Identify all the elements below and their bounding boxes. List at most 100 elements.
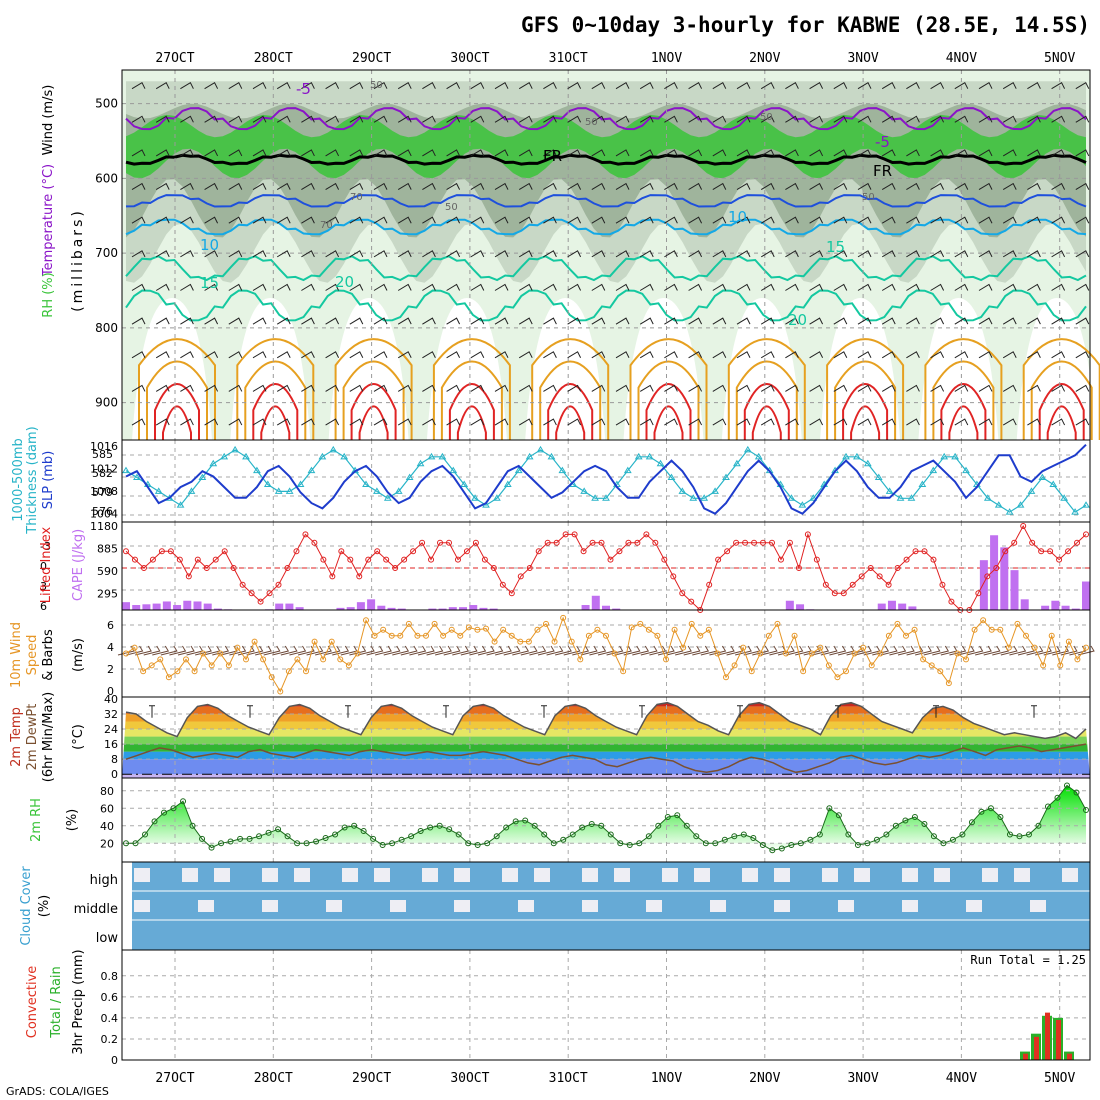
wind-barb <box>760 351 775 359</box>
wind10-line-point <box>851 650 858 657</box>
wind-barb <box>857 216 872 224</box>
wind-barb <box>349 81 364 90</box>
thickness-line-point <box>1027 487 1036 494</box>
minmax-bar <box>639 705 645 718</box>
date-label-top: 30OCT <box>450 51 489 66</box>
rh2m-line-point <box>389 840 396 847</box>
cape-bar <box>612 608 621 610</box>
surface-wind-barb <box>177 645 195 656</box>
rh2m-line-point <box>313 838 320 845</box>
wind-barb <box>1002 115 1017 123</box>
wind-barb <box>930 351 945 359</box>
thickness-line-point <box>863 459 872 467</box>
warm-contour <box>637 360 700 440</box>
thickness-line-point <box>918 480 927 487</box>
wind10-line-point <box>748 668 755 675</box>
surface-wind-barb <box>1060 645 1078 656</box>
rh2m-line-point <box>541 831 548 838</box>
wind-barb <box>591 384 606 392</box>
cape-bar <box>979 560 988 610</box>
temp2m-tick: 32 <box>104 708 118 721</box>
surface-wind-barb <box>692 645 710 656</box>
rh2m-line-point <box>1083 807 1089 813</box>
wind10-line-point <box>474 626 481 633</box>
wind-barb <box>155 182 170 191</box>
wind-barb <box>228 250 243 258</box>
wind-barb <box>1075 351 1090 359</box>
cape-bar <box>213 608 222 610</box>
wind-barb <box>978 351 993 359</box>
wind-barb <box>615 216 630 224</box>
date-label-bottom: 5NOV <box>1044 1071 1075 1086</box>
wind-barb <box>228 182 243 191</box>
rh-axis-label: RH (%) <box>41 272 56 317</box>
minmax-bar <box>541 705 547 718</box>
wind10-axis-label3-text: & Barbs <box>41 629 56 681</box>
wind-barb <box>131 81 146 90</box>
pressure-tick: 900 <box>95 396 118 410</box>
minmax-bar <box>737 705 743 718</box>
wind10-line-point <box>585 632 592 639</box>
lifted-index-line-point <box>975 590 982 597</box>
lifted-index-line-point <box>804 531 811 538</box>
cape-bar <box>796 604 805 610</box>
wind-barb <box>349 351 364 359</box>
wind-barb <box>422 250 436 258</box>
lifted-index-line-point <box>786 539 793 546</box>
rh2m-line-point <box>854 842 861 848</box>
minmax-bar <box>933 705 939 718</box>
wind-barb <box>1051 81 1066 90</box>
wind-barb <box>1002 250 1017 258</box>
chart-title: GFS 0~10day 3-hourly for KABWE (28.5E, 1… <box>521 13 1090 37</box>
lifted-index-line-point <box>751 539 758 546</box>
rh2m-line-point <box>560 836 567 843</box>
wind-barb <box>1051 182 1066 191</box>
wind-barb <box>1027 81 1041 90</box>
wind-barb <box>809 182 824 191</box>
wind10-line-point <box>568 638 575 645</box>
wind10-line-point <box>200 650 207 657</box>
wind-barb <box>591 149 606 157</box>
wind10-line-point <box>483 625 489 632</box>
thickness-line-point <box>962 466 970 474</box>
rh2m-line-point <box>522 817 529 824</box>
upper-axis-title: Wind (m/s) Temperature (°C)RH (%) <box>41 85 56 318</box>
rh2m-line-point <box>617 840 624 847</box>
wind-barb <box>204 351 219 359</box>
rh2m-line-point <box>132 840 139 847</box>
wind-barb <box>639 182 654 191</box>
thickness-line-point <box>1049 480 1058 487</box>
rh2m-line-point <box>493 833 500 840</box>
warm-contour <box>948 405 979 440</box>
pressure-tick: 600 <box>95 171 118 185</box>
precip-tick: 0.8 <box>101 970 119 983</box>
thickness-slp-panel: 585 582 579 576 1016 1012 1008 1004 1000-500mb Th… <box>11 426 1091 535</box>
rh2m-line-point <box>417 828 424 834</box>
wind-barb <box>833 216 848 224</box>
rh2m-line-point <box>341 824 348 831</box>
wind-barb <box>857 182 872 191</box>
wind-barb <box>180 182 194 191</box>
wind10-line-point <box>688 620 695 627</box>
wind-barb <box>325 149 340 157</box>
dry-lobe <box>328 297 409 440</box>
warm-contour <box>1046 405 1077 440</box>
wind-barb <box>301 418 315 426</box>
lifted-index-line-point <box>616 548 623 555</box>
wind-barb <box>881 418 896 426</box>
wind-barb <box>615 149 630 157</box>
thickness-line <box>125 449 1087 513</box>
wind-barb <box>1075 115 1090 123</box>
wind-barb <box>446 81 461 90</box>
wind-barb <box>301 250 315 258</box>
wind-barb <box>446 115 461 123</box>
wind-barb <box>881 283 896 291</box>
rh2m-line-point <box>474 842 481 848</box>
thickness-line-point <box>503 480 512 487</box>
lifted-index-line-point <box>1083 531 1089 538</box>
rh2m-line-point <box>1063 782 1070 789</box>
wind-barb <box>494 317 509 325</box>
rh2m-line-point <box>531 822 538 829</box>
surface-wind-barb <box>555 645 572 656</box>
rh2m-line-point <box>598 822 605 829</box>
